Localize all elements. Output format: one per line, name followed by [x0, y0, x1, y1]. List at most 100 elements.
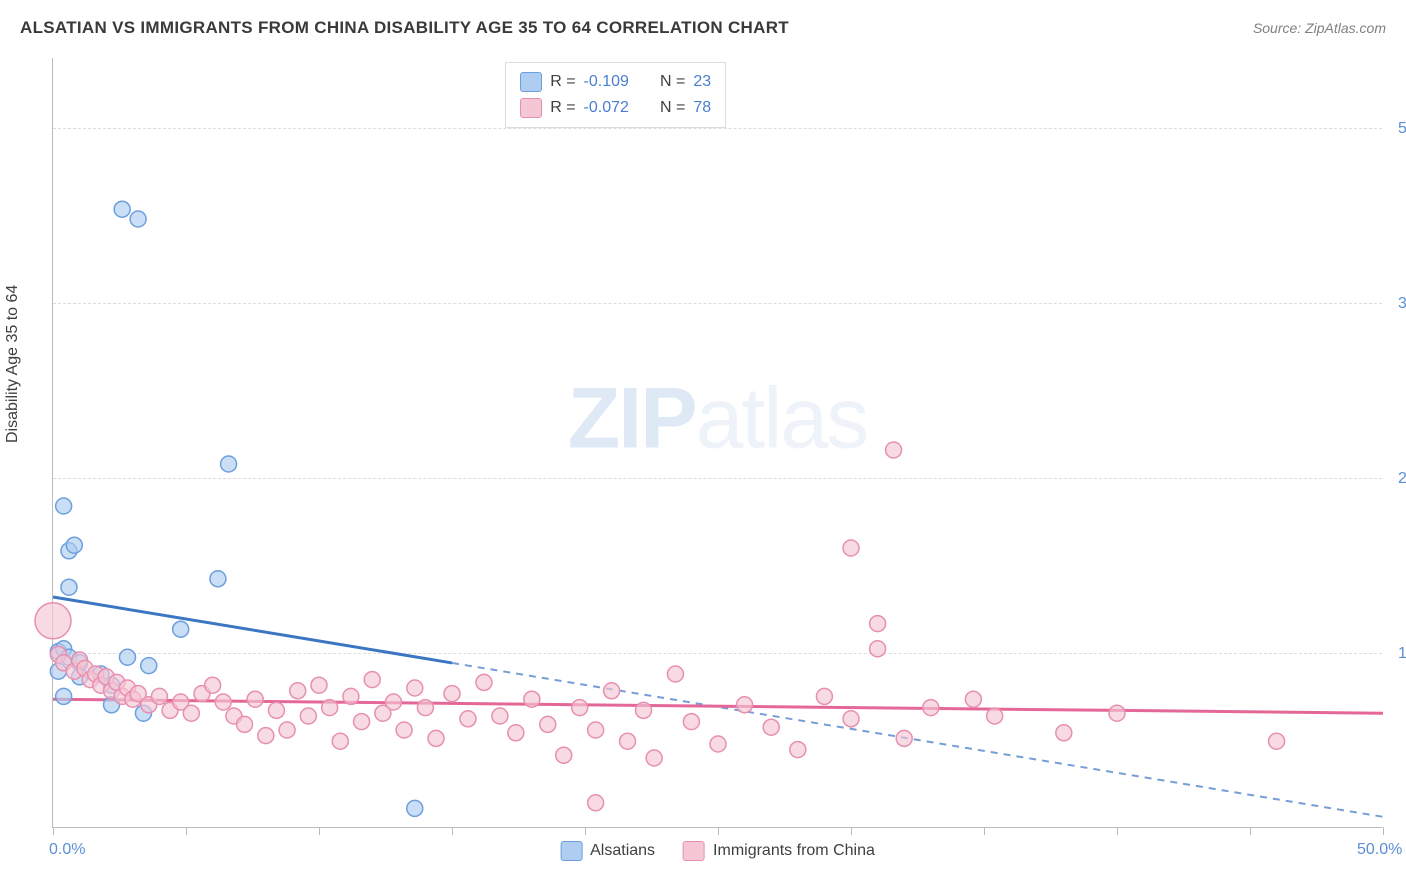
stat-n-label: N = [656, 73, 686, 91]
data-point-alsatians[interactable] [221, 456, 237, 472]
data-point-china[interactable] [258, 728, 274, 744]
data-point-china[interactable] [396, 722, 412, 738]
chart-area: Disability Age 35 to 64 ZIPatlas 12.5%25… [52, 58, 1382, 828]
x-tick [851, 827, 852, 835]
data-point-china[interactable] [460, 711, 476, 727]
data-point-china[interactable] [290, 683, 306, 699]
legend-item-china[interactable]: Immigrants from China [683, 841, 875, 861]
data-point-china[interactable] [790, 742, 806, 758]
data-point-china[interactable] [636, 702, 652, 718]
data-point-china[interactable] [508, 725, 524, 741]
stat-n-label: N = [656, 99, 686, 117]
series-legend: Alsatians Immigrants from China [560, 841, 875, 861]
data-point-china[interactable] [965, 691, 981, 707]
data-point-china[interactable] [385, 694, 401, 710]
legend-label: Immigrants from China [713, 842, 875, 860]
data-point-china[interactable] [588, 795, 604, 811]
data-point-china[interactable] [205, 677, 221, 693]
x-tick [718, 827, 719, 835]
data-point-china[interactable] [343, 688, 359, 704]
y-axis-title: Disability Age 35 to 64 [4, 284, 22, 442]
data-point-china[interactable] [540, 716, 556, 732]
stat-r-value: -0.072 [584, 99, 648, 117]
stat-r-label: R = [550, 73, 575, 91]
data-point-china[interactable] [1269, 733, 1285, 749]
data-point-alsatians[interactable] [407, 800, 423, 816]
data-point-alsatians[interactable] [66, 537, 82, 553]
x-tick [1383, 827, 1384, 835]
legend-swatch-icon [520, 98, 542, 118]
legend-swatch-icon [683, 841, 705, 861]
chart-title: ALSATIAN VS IMMIGRANTS FROM CHINA DISABI… [20, 18, 789, 38]
data-point-alsatians[interactable] [114, 201, 130, 217]
data-point-china[interactable] [407, 680, 423, 696]
data-point-china[interactable] [886, 442, 902, 458]
data-point-alsatians[interactable] [210, 571, 226, 587]
data-point-china[interactable] [843, 540, 859, 556]
data-point-china[interactable] [816, 688, 832, 704]
data-point-china[interactable] [268, 702, 284, 718]
stat-r-value: -0.109 [584, 73, 648, 91]
data-point-china[interactable] [870, 641, 886, 657]
data-point-china[interactable] [492, 708, 508, 724]
data-point-alsatians[interactable] [56, 498, 72, 514]
data-point-china[interactable] [151, 688, 167, 704]
data-point-china[interactable] [476, 674, 492, 690]
data-point-china[interactable] [237, 716, 253, 732]
trendline-dashed-alsatians [452, 663, 1383, 817]
data-point-china[interactable] [247, 691, 263, 707]
data-point-china[interactable] [604, 683, 620, 699]
data-point-alsatians[interactable] [56, 688, 72, 704]
x-tick [452, 827, 453, 835]
data-point-china[interactable] [763, 719, 779, 735]
data-point-china[interactable] [556, 747, 572, 763]
y-tick-label: 37.5% [1398, 295, 1406, 313]
data-point-china[interactable] [417, 700, 433, 716]
data-point-china[interactable] [300, 708, 316, 724]
data-point-china[interactable] [35, 603, 71, 639]
x-axis-max-label: 50.0% [1357, 841, 1402, 859]
legend-swatch-icon [560, 841, 582, 861]
data-point-china[interactable] [183, 705, 199, 721]
data-point-china[interactable] [215, 694, 231, 710]
data-point-alsatians[interactable] [61, 579, 77, 595]
y-tick-label: 12.5% [1398, 645, 1406, 663]
data-point-china[interactable] [737, 697, 753, 713]
data-point-china[interactable] [572, 700, 588, 716]
data-point-china[interactable] [683, 714, 699, 730]
data-point-china[interactable] [311, 677, 327, 693]
data-point-china[interactable] [524, 691, 540, 707]
data-point-china[interactable] [646, 750, 662, 766]
data-point-alsatians[interactable] [130, 211, 146, 227]
x-axis-min-label: 0.0% [49, 841, 85, 859]
data-point-china[interactable] [843, 711, 859, 727]
data-point-china[interactable] [923, 700, 939, 716]
data-point-china[interactable] [364, 672, 380, 688]
source-label: Source: [1253, 20, 1301, 36]
scatter-plot-svg [53, 58, 1382, 827]
legend-item-alsatians[interactable]: Alsatians [560, 841, 655, 861]
stat-r-label: R = [550, 99, 575, 117]
stats-legend-row-china: R = -0.072 N = 78 [520, 95, 711, 121]
data-point-china[interactable] [1056, 725, 1072, 741]
data-point-china[interactable] [987, 708, 1003, 724]
data-point-china[interactable] [279, 722, 295, 738]
source-link[interactable]: ZipAtlas.com [1305, 20, 1386, 36]
data-point-china[interactable] [896, 730, 912, 746]
data-point-china[interactable] [710, 736, 726, 752]
data-point-china[interactable] [444, 686, 460, 702]
data-point-alsatians[interactable] [141, 658, 157, 674]
data-point-china[interactable] [870, 616, 886, 632]
data-point-alsatians[interactable] [119, 649, 135, 665]
data-point-china[interactable] [332, 733, 348, 749]
data-point-alsatians[interactable] [173, 621, 189, 637]
data-point-china[interactable] [1109, 705, 1125, 721]
data-point-china[interactable] [620, 733, 636, 749]
data-point-china[interactable] [588, 722, 604, 738]
data-point-china[interactable] [428, 730, 444, 746]
x-tick [984, 827, 985, 835]
legend-swatch-icon [520, 72, 542, 92]
data-point-china[interactable] [667, 666, 683, 682]
data-point-china[interactable] [354, 714, 370, 730]
data-point-china[interactable] [322, 700, 338, 716]
